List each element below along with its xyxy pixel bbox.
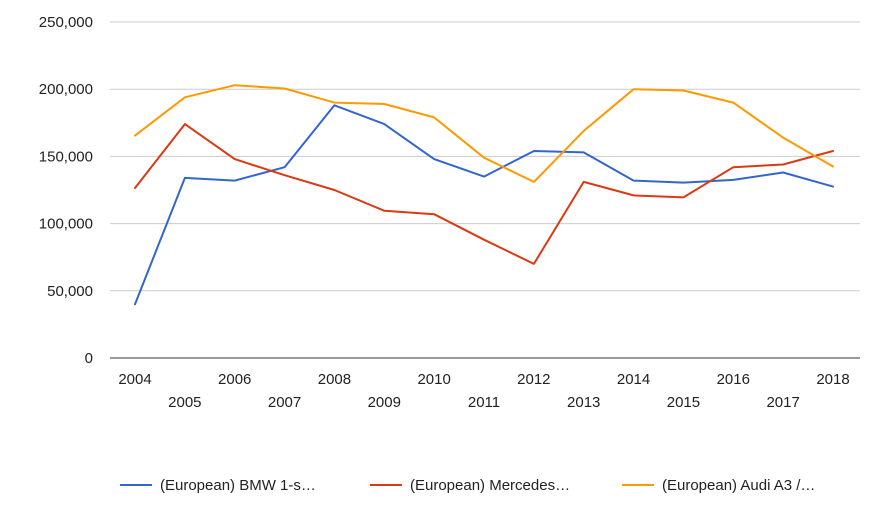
- y-tick-label: 0: [85, 350, 93, 367]
- x-tick-label: 2006: [218, 371, 251, 388]
- x-tick-label: 2011: [468, 394, 500, 411]
- legend-label: (European) Audi A3 /…: [662, 477, 815, 494]
- legend-item-3[interactable]: (European) Audi A3 /…: [622, 477, 815, 494]
- legend-label: (European) BMW 1-s…: [160, 477, 316, 494]
- x-tick-label: 2014: [617, 371, 650, 388]
- y-tick-label: 100,000: [39, 216, 93, 233]
- gridlines: [110, 21, 860, 359]
- x-tick-label: 2017: [766, 394, 799, 411]
- x-tick-label: 2013: [567, 394, 600, 411]
- series-line-1[interactable]: [134, 104, 834, 306]
- x-tick-label: 2016: [717, 371, 750, 388]
- legend-item-2[interactable]: (European) Mercedes…: [370, 477, 570, 494]
- legend-item-1[interactable]: (European) BMW 1-s…: [120, 477, 316, 494]
- y-tick-label: 50,000: [47, 283, 93, 300]
- x-tick-label: 2009: [368, 394, 401, 411]
- series-line-2[interactable]: [134, 123, 834, 265]
- legend: (European) BMW 1-s… (European) Mercedes… (…: [120, 477, 815, 494]
- x-tick-label: 2012: [517, 371, 550, 388]
- y-tick-label: 150,000: [39, 148, 93, 165]
- x-axis-ticks: 2004 2005 2006 2007 2008 2009 2010 2011 2012 2013…: [118, 371, 849, 411]
- x-tick-label: 2008: [318, 371, 351, 388]
- series-lines: [134, 84, 834, 306]
- series-line-3[interactable]: [134, 84, 834, 183]
- legend-label: (European) Mercedes…: [410, 477, 570, 494]
- x-tick-label: 2005: [168, 394, 201, 411]
- x-tick-label: 2010: [417, 371, 450, 388]
- x-tick-label: 2004: [118, 371, 151, 388]
- y-axis-ticks: 0 50,000 100,000 150,000 200,000 250,000: [39, 14, 93, 367]
- x-tick-label: 2018: [816, 371, 849, 388]
- y-tick-label: 250,000: [39, 14, 93, 31]
- y-tick-label: 200,000: [39, 81, 93, 98]
- x-tick-label: 2015: [667, 394, 700, 411]
- x-tick-label: 2007: [268, 394, 301, 411]
